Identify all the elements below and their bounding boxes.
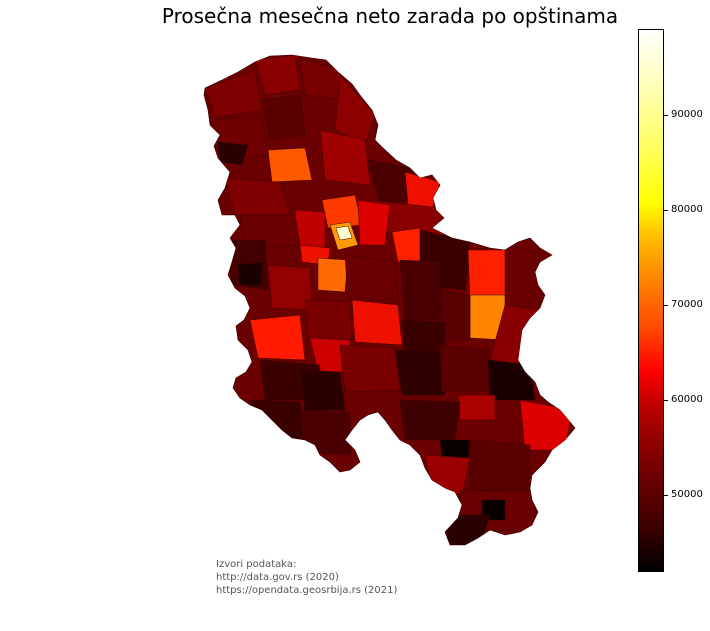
region-lazarevac [317,257,349,293]
map-area [203,54,576,546]
region-uzice [249,314,306,361]
colorbar-tick-label: 80000 [671,204,703,215]
region-sjenica [299,409,351,456]
region-pirot [519,399,573,451]
region-sumadija [344,254,399,301]
source-line: https://opendata.geosrbija.rs (2021) [216,585,398,596]
colorbar-tick-label: 60000 [671,394,703,405]
colorbar-tick [664,400,668,401]
region-vranje [469,439,531,491]
source-line: http://data.gov.rs (2020) [216,572,339,583]
region-zrenjanin [319,129,371,186]
region-krusevac [339,344,401,393]
region-west-backa [204,69,263,119]
region-cacak [304,299,353,341]
region-nis-area [394,349,446,396]
region-knjazevac [487,359,536,401]
region-backa-mid [261,94,306,141]
colorbar-tick [664,305,668,306]
region-dark-west [217,141,249,166]
region-dark-small [237,261,263,286]
region-novi-sad [267,147,313,183]
region-aleksinac [439,344,491,393]
colorbar-tick-label: 70000 [671,299,703,310]
region-novi-pazar [299,369,346,411]
map-title: Prosečna mesečna neto zarada po opštinam… [161,4,619,28]
region-kragujevac [351,299,403,346]
colorbar-tick-label: 50000 [671,489,703,500]
region-south-tip [444,514,491,545]
region-belgrade-east [357,199,391,246]
colorbar-tick [664,210,668,211]
region-nis [457,394,496,421]
region-vranje-west [424,454,471,496]
colorbar-tick-label: 90000 [671,109,703,120]
serbia-map [203,54,576,546]
region-jagodina [399,259,443,321]
region-srem [224,177,291,216]
region-subotica [254,55,301,96]
region-belgrade-core [335,225,353,241]
region-raska [249,399,306,441]
sources-heading: Izvori podataka: [216,559,297,570]
colorbar-tick [664,115,668,116]
colorbar-tick [664,495,668,496]
data-sources: Izvori podataka: http://data.gov.rs (202… [216,558,397,597]
region-leskovac [399,399,461,441]
colorbar [638,29,664,572]
